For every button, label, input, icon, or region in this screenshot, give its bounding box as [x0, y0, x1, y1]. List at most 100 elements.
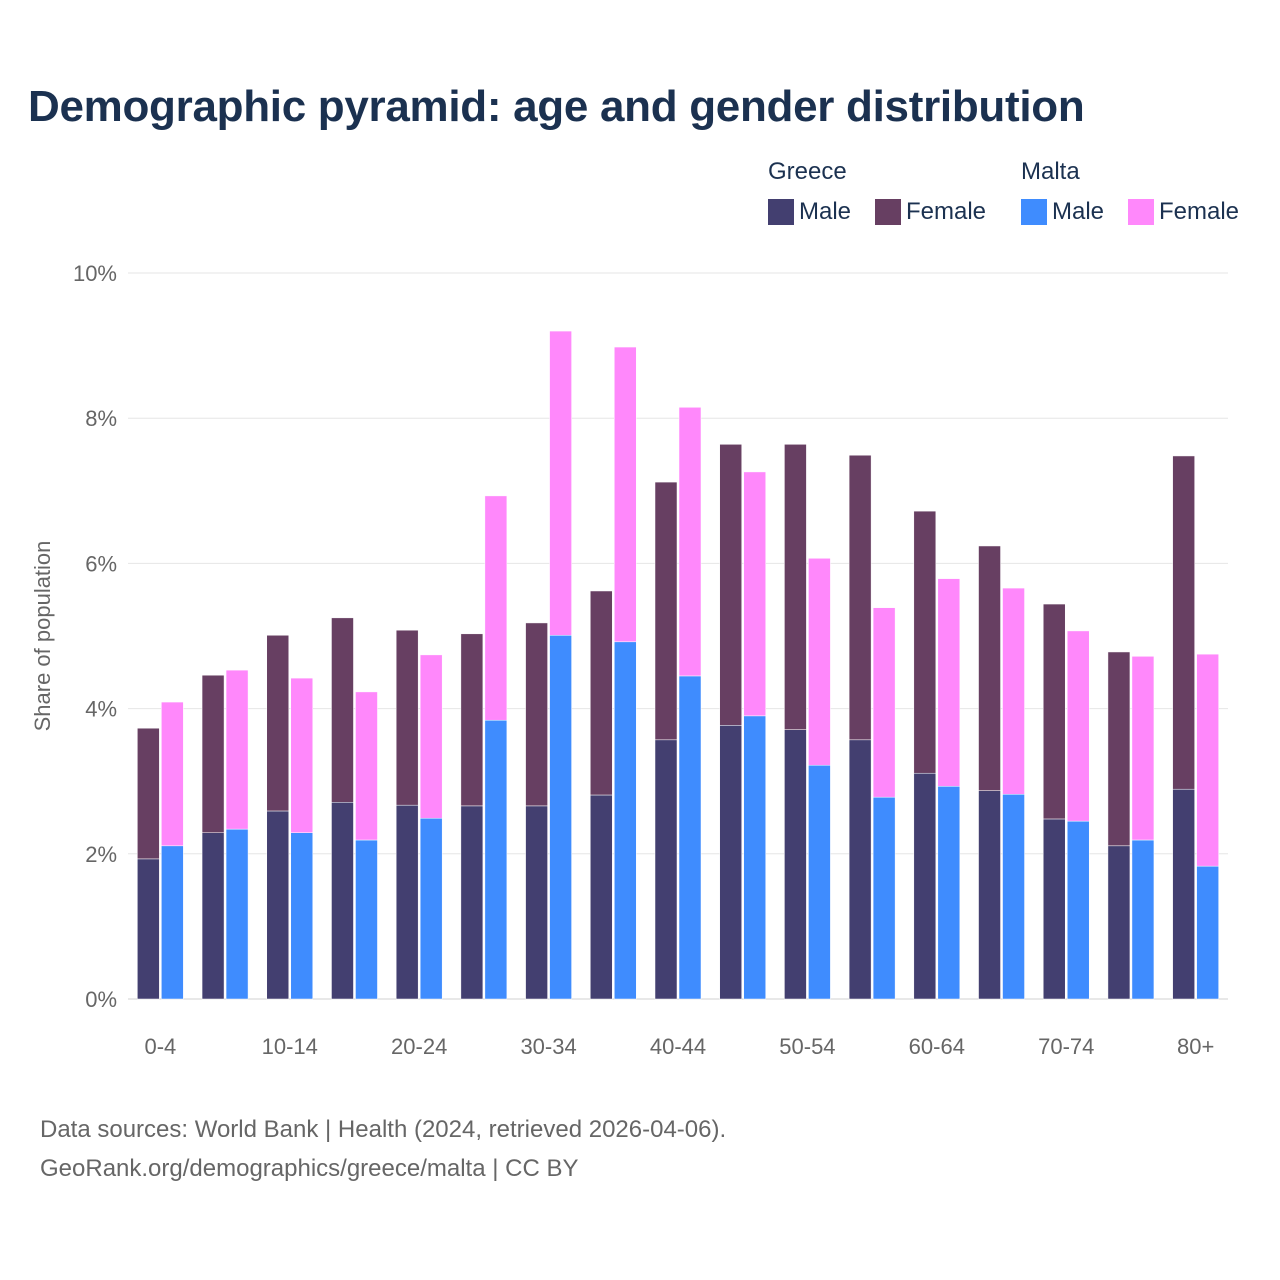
bar-greece-male-40-44 [654, 739, 678, 1000]
bar-malta-female-25-29 [484, 495, 508, 721]
bar-greece-female-15-19 [331, 617, 354, 803]
legend-swatch [1128, 199, 1154, 225]
bar-greece-male-35-39 [590, 794, 613, 1000]
bar-greece-male-50-54 [784, 729, 807, 1000]
bar-greece-female-10-14 [266, 635, 290, 812]
x-tick-label: 70-74 [1038, 1034, 1094, 1059]
y-tick-label: 4% [85, 697, 117, 722]
bar-malta-female-75-79 [1131, 656, 1155, 841]
bar-malta-female-60-64 [937, 578, 961, 787]
bar-malta-male-55-59 [872, 796, 896, 1000]
x-tick-label: 50-54 [779, 1034, 835, 1059]
bar-greece-female-65-69 [978, 545, 1001, 791]
bar-malta-male-35-39 [614, 641, 637, 1000]
bar-malta-male-25-29 [484, 719, 508, 1000]
bar-malta-male-5-9 [225, 828, 249, 1000]
legend-malta-male[interactable]: Male [1021, 198, 1104, 226]
bar-greece-male-70-74 [1042, 818, 1066, 1000]
y-tick-label: 0% [85, 987, 117, 1012]
bar-malta-female-10-14 [290, 677, 314, 833]
bar-malta-male-15-19 [355, 839, 378, 1000]
bar-malta-male-75-79 [1131, 839, 1155, 1000]
x-tick-label: 0-4 [144, 1034, 176, 1059]
bar-greece-male-20-24 [395, 804, 419, 1000]
bar-malta-male-0-4 [161, 845, 184, 1000]
legend-malta-female[interactable]: Female [1128, 198, 1239, 226]
chart-title: Demographic pyramid: age and gender dist… [28, 82, 1085, 131]
bar-greece-male-30-34 [525, 805, 548, 1000]
y-tick-label: 2% [85, 842, 117, 867]
bar-malta-male-10-14 [290, 832, 314, 1000]
y-axis-label: Share of population [30, 541, 55, 732]
x-tick-label: 60-64 [909, 1034, 965, 1059]
bar-greece-female-30-34 [525, 622, 548, 807]
bar-malta-male-20-24 [419, 817, 443, 1000]
bar-greece-female-70-74 [1042, 603, 1066, 820]
bar-malta-male-60-64 [937, 786, 961, 1000]
bar-greece-female-50-54 [784, 444, 807, 730]
bar-greece-male-80+ [1172, 788, 1195, 1000]
bar-malta-female-80+ [1196, 653, 1219, 867]
bar-malta-female-55-59 [872, 607, 896, 798]
bar-malta-male-30-34 [549, 635, 572, 1000]
bar-malta-female-45-49 [743, 471, 766, 717]
legend-greece-male[interactable]: Male [768, 198, 851, 226]
bar-greece-female-35-39 [590, 590, 613, 796]
footer-sources: Data sources: World Bank | Health (2024,… [40, 1116, 727, 1143]
legend-label: Female [1159, 198, 1240, 225]
bar-greece-male-75-79 [1107, 845, 1131, 1000]
bar-greece-female-25-29 [460, 633, 484, 807]
bar-malta-female-65-69 [1002, 587, 1025, 795]
bar-malta-male-45-49 [743, 715, 766, 1000]
bar-greece-male-65-69 [978, 790, 1001, 1000]
bar-greece-male-15-19 [331, 802, 354, 1000]
legend-label: Male [799, 198, 852, 225]
legend-swatch [875, 199, 901, 225]
bar-greece-female-55-59 [848, 454, 872, 741]
bar-greece-male-10-14 [266, 810, 290, 1000]
bar-greece-male-55-59 [848, 739, 872, 1000]
bar-greece-male-60-64 [913, 772, 937, 1000]
legend-label: Female [906, 198, 987, 225]
legend-group-greece: Greece [768, 158, 847, 185]
bar-malta-male-70-74 [1066, 820, 1090, 1000]
bar-greece-male-45-49 [719, 725, 742, 1000]
legend-group-malta: Malta [1021, 158, 1080, 185]
bar-malta-female-15-19 [355, 691, 378, 841]
x-tick-label: 20-24 [391, 1034, 447, 1059]
bar-greece-female-60-64 [913, 510, 937, 774]
bar-greece-male-25-29 [460, 805, 484, 1000]
bar-greece-male-5-9 [201, 832, 225, 1000]
x-tick-label: 80+ [1177, 1034, 1214, 1059]
legend-greece-female[interactable]: Female [875, 198, 986, 226]
legend-swatch [768, 199, 794, 225]
bar-greece-female-0-4 [137, 727, 160, 860]
bar-malta-female-40-44 [678, 407, 702, 677]
legend-label: Male [1052, 198, 1105, 225]
y-tick-label: 6% [85, 551, 117, 576]
footer-credit: GeoRank.org/demographics/greece/malta | … [40, 1155, 579, 1182]
x-tick-label: 10-14 [262, 1034, 318, 1059]
bar-malta-female-50-54 [808, 558, 831, 766]
bar-malta-male-40-44 [678, 675, 702, 1000]
bar-malta-female-0-4 [161, 701, 184, 847]
x-tick-label: 40-44 [650, 1034, 706, 1059]
bar-greece-female-45-49 [719, 444, 742, 726]
bar-malta-female-35-39 [614, 346, 637, 643]
bar-greece-female-20-24 [395, 629, 419, 806]
bar-greece-female-40-44 [654, 481, 678, 741]
bar-malta-female-30-34 [549, 330, 572, 636]
bar-malta-male-50-54 [808, 764, 831, 1000]
bar-malta-male-65-69 [1002, 794, 1025, 1000]
bar-greece-female-5-9 [201, 674, 225, 833]
bar-malta-female-70-74 [1066, 630, 1090, 822]
bar-greece-female-75-79 [1107, 651, 1131, 847]
bar-malta-male-80+ [1196, 865, 1219, 1000]
y-tick-label: 10% [73, 261, 117, 286]
bar-malta-female-5-9 [225, 669, 249, 830]
bar-greece-female-80+ [1172, 455, 1195, 790]
bar-malta-female-20-24 [419, 654, 443, 819]
x-tick-label: 30-34 [520, 1034, 576, 1059]
y-tick-label: 8% [85, 406, 117, 431]
